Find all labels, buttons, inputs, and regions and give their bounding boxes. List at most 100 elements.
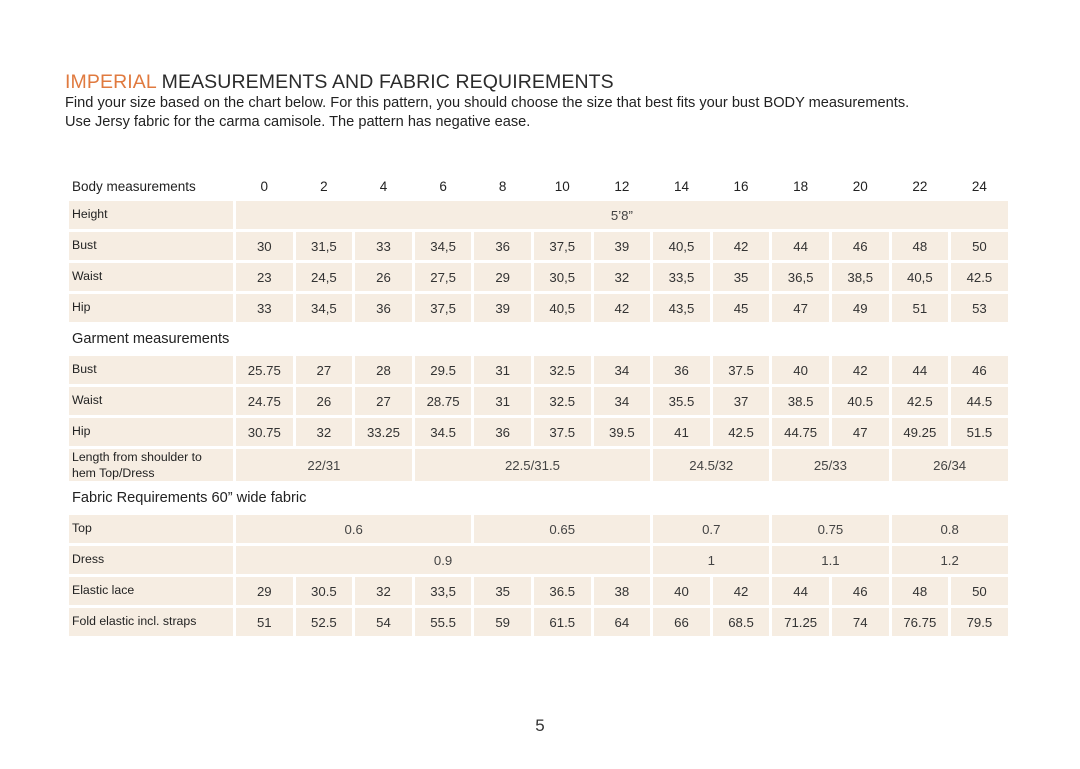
fabric-elastic-lace-row: Elastic lace 29 30.5 32 33,5 35 36.5 38 … [69,577,1008,605]
table-cell: 38 [593,577,651,605]
table-cell: 42 [831,356,889,384]
size-header: 22 [912,179,928,194]
row-label: Elastic lace [69,577,233,605]
page-title: IMPERIAL MEASUREMENTS AND FABRIC REQUIRE… [65,71,614,94]
table-cell: 26/34 [891,449,1008,481]
table-cell: 50 [951,577,1008,605]
table-cell: 36 [474,232,531,260]
table-cell: 33.25 [355,418,412,446]
table-cell: 29 [474,263,531,291]
header-label: Body measurements [72,179,196,194]
garment-section-row: Garment measurements [69,325,1008,353]
size-header: 2 [320,179,328,194]
table-cell: 52.5 [295,608,353,636]
table-cell: 0.9 [236,546,651,574]
table-cell: 48 [891,232,949,260]
row-label: Waist [69,387,233,415]
table-cell: 34.5 [414,418,472,446]
intro-text: Find your size based on the chart below.… [65,94,1025,132]
table-cell: 25/33 [772,449,889,481]
table-cell: 76.75 [891,608,949,636]
table-cell: 39 [593,232,651,260]
height-value: 5’8” [236,201,1008,229]
table-cell: 44 [772,232,829,260]
table-cell: 36,5 [772,263,829,291]
table-cell: 30,5 [533,263,591,291]
table-cell: 48 [891,577,949,605]
table-cell: 61.5 [533,608,591,636]
table-cell: 28.75 [414,387,472,415]
table-cell: 1 [653,546,770,574]
table-cell: 44 [772,577,829,605]
intro-line-1: Find your size based on the chart below.… [65,95,910,111]
table-cell: 47 [831,418,889,446]
intro-line-2: Use Jersy fabric for the carma camisole.… [65,114,531,130]
table-cell: 36.5 [533,577,591,605]
table-cell: 28 [355,356,412,384]
section-heading: Garment measurements [72,331,230,347]
table-cell: 35 [474,577,531,605]
table-cell: 0.8 [891,515,1008,543]
table-cell: 34 [593,387,651,415]
row-label: Height [69,201,233,229]
table-cell: 24.5/32 [653,449,770,481]
size-header: 24 [971,179,987,194]
garment-bust-row: Bust 25.75 27 28 29.5 31 32.5 34 36 37.5… [69,356,1008,384]
row-label-line: Length from shoulder to [72,450,202,464]
table-cell: 45 [712,294,770,322]
table-cell: 49 [831,294,889,322]
fabric-top-row: Top 0.6 0.65 0.7 0.75 0.8 [69,515,1008,543]
size-header: 4 [379,179,388,194]
table-cell: 64 [593,608,651,636]
table-cell: 30 [236,232,293,260]
table-cell: 0.7 [653,515,770,543]
table-cell: 40 [653,577,710,605]
table-cell: 34 [593,356,651,384]
table-cell: 79.5 [951,608,1008,636]
table-cell: 44.5 [951,387,1008,415]
table-cell: 55.5 [414,608,472,636]
page-number: 5 [535,716,545,735]
table-cell: 53 [951,294,1008,322]
body-waist-row: Waist 23 24,5 26 27,5 29 30,5 32 33,5 35… [69,263,1008,291]
table-cell: 36 [355,294,412,322]
table-cell: 24,5 [295,263,353,291]
table-cell: 42 [593,294,651,322]
table-cell: 26 [295,387,353,415]
table-cell: 22/31 [236,449,412,481]
table-cell: 43,5 [653,294,710,322]
table-cell: 50 [951,232,1008,260]
table-cell: 39 [474,294,531,322]
table-cell: 38.5 [772,387,829,415]
table-cell: 31,5 [295,232,353,260]
table-cell: 32.5 [533,387,591,415]
table-cell: 49.25 [891,418,949,446]
table-cell: 68.5 [712,608,770,636]
body-hip-row: Hip 33 34,5 36 37,5 39 40,5 42 43,5 45 4… [69,294,1008,322]
garment-hip-row: Hip 30.75 32 33.25 34.5 36 37.5 39.5 41 … [69,418,1008,446]
table-cell: 33,5 [414,577,472,605]
garment-waist-row: Waist 24.75 26 27 28.75 31 32.5 34 35.5 … [69,387,1008,415]
table-cell: 66 [653,608,710,636]
size-header-row: Body measurements 0 2 4 6 8 10 12 14 16 … [69,175,1008,198]
body-bust-row: Bust 30 31,5 33 34,5 36 37,5 39 40,5 42 … [69,232,1008,260]
fabric-section-row: Fabric Requirements 60” wide fabric [69,484,1008,512]
table-cell: 44.75 [772,418,829,446]
table-cell: 22.5/31.5 [414,449,651,481]
table-cell: 46 [951,356,1008,384]
table-cell: 37.5 [712,356,770,384]
table-cell: 46 [831,577,889,605]
table-cell: 32 [295,418,353,446]
table-cell: 35 [712,263,770,291]
table-cell: 40 [772,356,829,384]
garment-length-row: Length from shoulder to hem Top/Dress 22… [69,449,1008,481]
row-label: Fold elastic incl. straps [69,608,233,636]
table-cell: 32 [355,577,412,605]
table-cell: 32.5 [533,356,591,384]
title-rest: MEASUREMENTS AND FABRIC REQUIREMENTS [156,71,614,93]
row-label: Hip [69,294,233,322]
table-cell: 0.65 [474,515,651,543]
table-cell: 74 [831,608,889,636]
table-cell: 27 [355,387,412,415]
table-cell: 1.2 [891,546,1008,574]
